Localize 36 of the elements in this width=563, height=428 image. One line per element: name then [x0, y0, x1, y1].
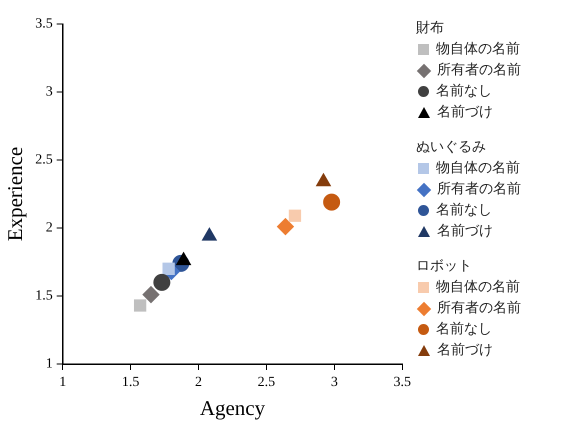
x-tick-label: 2.5 — [258, 375, 276, 390]
point — [162, 262, 175, 275]
x-tick-label: 3 — [330, 375, 338, 390]
x-tick-label: 2 — [195, 375, 202, 390]
y-tick-label: 3 — [46, 84, 53, 100]
legend-label: 所有者の名前 — [437, 180, 521, 199]
point — [142, 286, 160, 304]
x-tick-label: 3.5 — [394, 375, 411, 390]
point — [288, 210, 302, 222]
y-tick-label: 1 — [46, 356, 53, 372]
y-tick-label: 1.5 — [35, 288, 53, 304]
legend-label: 物自体の名前 — [436, 159, 520, 178]
legend-label: 名前づけ — [437, 341, 493, 360]
legend-label: 名前づけ — [437, 222, 493, 241]
legend-label: 物自体の名前 — [436, 40, 520, 59]
legend-label: 所有者の名前 — [437, 61, 521, 80]
point — [323, 194, 340, 211]
legend-label: 名前なし — [436, 82, 492, 101]
legend-label: 所有者の名前 — [437, 299, 521, 318]
y-tick-label: 2.5 — [35, 152, 53, 168]
text: ロボット — [416, 257, 473, 276]
x-tick-label: 1 — [59, 375, 66, 390]
legend-label: 名前なし — [436, 201, 492, 220]
legend-label: 物自体の名前 — [436, 278, 520, 297]
x-tick-label: 1.5 — [122, 375, 140, 390]
legend-label: 名前づけ — [437, 103, 493, 122]
text: ぬいぐるみ — [416, 138, 487, 157]
text: 財布 — [416, 19, 445, 38]
point — [276, 218, 294, 236]
y-axis-title: Experience — [3, 146, 28, 242]
y-tick-label: 3.5 — [35, 16, 53, 32]
y-tick-label: 2 — [46, 220, 53, 236]
point — [134, 299, 146, 312]
legend-label: 名前なし — [436, 320, 492, 339]
x-axis-title: Agency — [200, 396, 266, 420]
point — [153, 274, 170, 291]
